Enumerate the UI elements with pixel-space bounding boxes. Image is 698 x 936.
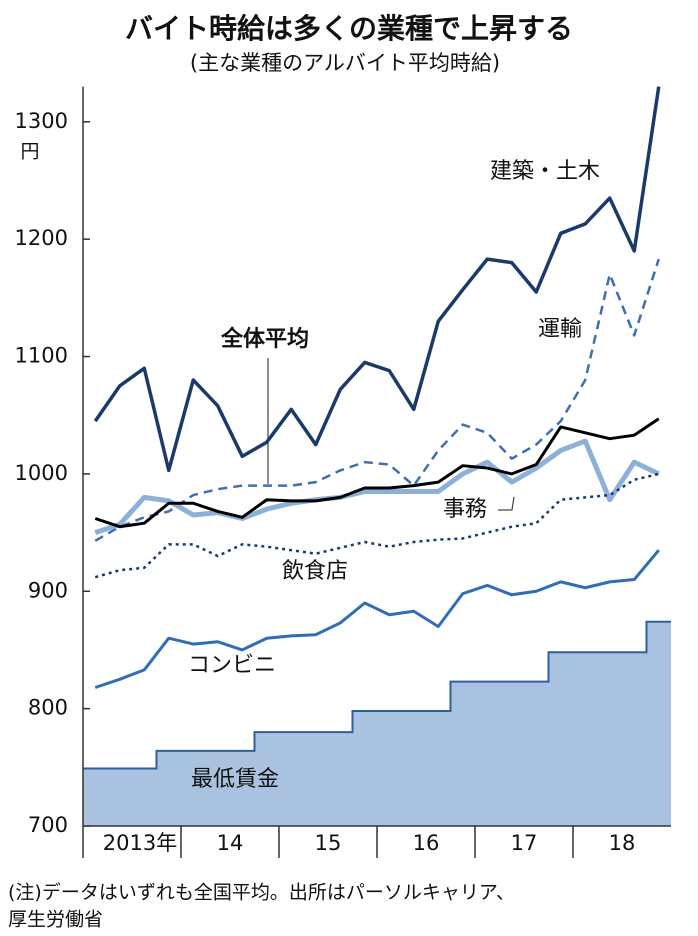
x-tick-label: 18 [609,831,636,855]
x-tick-label: 14 [217,831,244,855]
note: (注)データはいずれも全国平均。出所はパーソルキャリア、 [8,882,515,904]
line [94,258,660,542]
y-tick-label: 1300 [15,109,68,133]
unit-label: 円 [20,141,39,163]
y-tick-label: 1200 [15,226,68,250]
series-label: 運輸 [538,317,582,342]
x-tick-label: 16 [413,831,440,855]
line [94,472,660,579]
chart-title: バイト時給は多くの業種で上昇する [125,12,573,45]
line [94,438,660,535]
x-tick-label: 15 [315,831,342,855]
y-tick-label: 1100 [15,344,68,368]
series-label: 建築・土木 [490,159,600,184]
area [83,621,671,826]
leader-line [498,496,515,511]
line [94,417,660,529]
series-label: 事務 [443,497,487,522]
y-tick-label: 800 [28,696,68,720]
step-line [83,620,671,770]
series-label: 最低賃金 [191,767,279,792]
series-label: 飲食店 [282,559,348,584]
series-label: コンビニ [188,653,276,678]
x-tick-label: 2013年 [103,831,177,855]
note: 厚生労働省 [8,909,103,931]
y-tick-label: 1000 [15,461,68,485]
x-tick-label: 17 [511,831,538,855]
chart-subtitle: (主な業種のアルバイト平均時給) [190,51,500,75]
y-tick-label: 700 [28,813,68,837]
line [93,86,661,473]
series-label: 全体平均 [220,326,309,352]
y-tick-label: 900 [28,578,68,602]
line [94,549,660,689]
